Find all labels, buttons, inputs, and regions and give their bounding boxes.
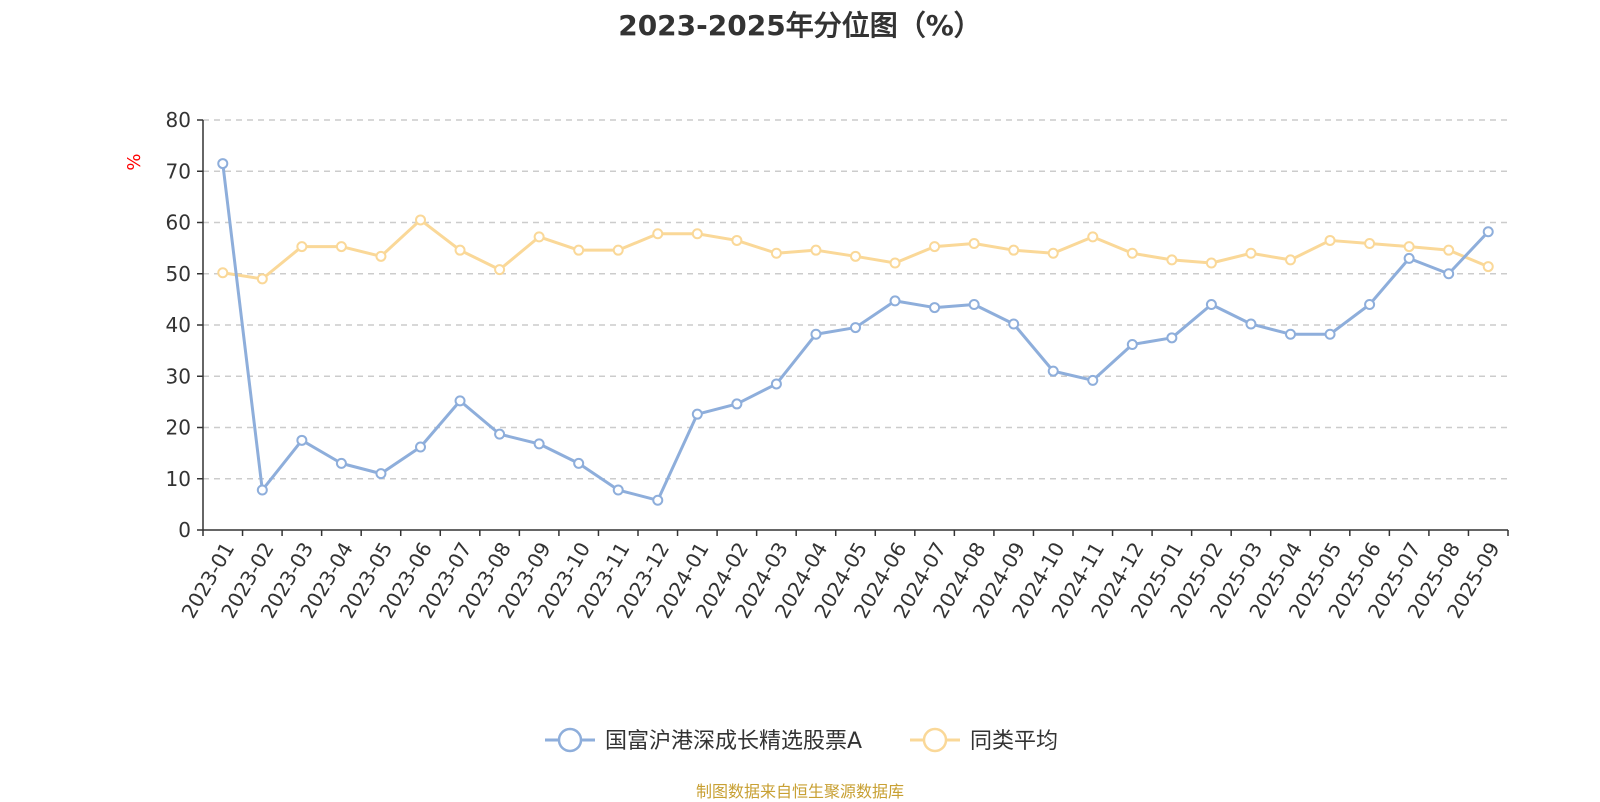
data-point[interactable] bbox=[1047, 365, 1059, 377]
series-lines bbox=[217, 158, 1494, 506]
y-tick-label: 10 bbox=[166, 467, 191, 491]
data-point[interactable] bbox=[1166, 332, 1178, 344]
data-point[interactable] bbox=[1364, 238, 1376, 250]
data-point[interactable] bbox=[810, 244, 822, 256]
data-point[interactable] bbox=[533, 231, 545, 243]
data-point[interactable] bbox=[770, 378, 782, 390]
data-point[interactable] bbox=[415, 214, 426, 226]
data-point[interactable] bbox=[454, 395, 466, 407]
y-tick-label: 20 bbox=[166, 416, 191, 440]
data-point[interactable] bbox=[375, 468, 387, 480]
data-point[interactable] bbox=[1482, 261, 1494, 273]
data-point[interactable] bbox=[929, 302, 941, 314]
data-point[interactable] bbox=[652, 228, 664, 240]
data-point[interactable] bbox=[256, 273, 268, 285]
data-point[interactable] bbox=[256, 484, 268, 496]
data-point[interactable] bbox=[652, 494, 664, 506]
data-point[interactable] bbox=[335, 241, 347, 253]
data-point[interactable] bbox=[1443, 268, 1455, 280]
legend[interactable]: 国富沪港深成长精选股票A 同类平均 bbox=[545, 727, 1058, 754]
data-point[interactable] bbox=[1285, 328, 1296, 340]
data-point[interactable] bbox=[1047, 247, 1059, 259]
data-point[interactable] bbox=[770, 247, 782, 259]
data-point[interactable] bbox=[1364, 299, 1376, 310]
series-group-1 bbox=[217, 214, 1494, 285]
y-tick-label: 70 bbox=[166, 159, 191, 183]
data-point[interactable] bbox=[296, 241, 308, 253]
data-point[interactable] bbox=[1403, 241, 1415, 253]
data-point[interactable] bbox=[217, 158, 229, 170]
legend-label: 同类平均 bbox=[970, 729, 1058, 754]
grid-lines bbox=[203, 119, 1508, 480]
data-point[interactable] bbox=[1245, 318, 1257, 330]
axes: 010203040506070802023-012023-022023-0320… bbox=[166, 108, 1509, 622]
legend-item[interactable]: 同类平均 bbox=[910, 727, 1058, 754]
data-point[interactable] bbox=[612, 484, 624, 496]
data-point[interactable] bbox=[375, 250, 387, 262]
data-point[interactable] bbox=[889, 295, 901, 307]
data-point[interactable] bbox=[573, 244, 585, 256]
data-point[interactable] bbox=[1087, 374, 1099, 386]
data-point[interactable] bbox=[968, 238, 980, 250]
y-tick-label: 40 bbox=[166, 313, 191, 337]
data-point[interactable] bbox=[1008, 318, 1020, 330]
data-point[interactable] bbox=[1482, 226, 1494, 238]
data-point[interactable] bbox=[1324, 328, 1336, 340]
data-point[interactable] bbox=[929, 241, 941, 253]
series-line bbox=[222, 218, 1489, 281]
data-point[interactable] bbox=[691, 408, 703, 420]
data-point[interactable] bbox=[1126, 338, 1138, 350]
legend-item[interactable]: 国富沪港深成长精选股票A bbox=[545, 727, 862, 754]
data-point[interactable] bbox=[1324, 234, 1336, 246]
data-point[interactable] bbox=[1403, 252, 1415, 264]
data-point[interactable] bbox=[454, 244, 466, 256]
y-axis-unit-label: % bbox=[124, 153, 145, 170]
data-point[interactable] bbox=[1205, 257, 1217, 269]
data-point[interactable] bbox=[731, 398, 743, 410]
data-point[interactable] bbox=[217, 267, 229, 279]
y-tick-label: 60 bbox=[166, 211, 191, 235]
y-tick-label: 30 bbox=[166, 364, 191, 388]
data-point[interactable] bbox=[731, 234, 743, 246]
series-group-0 bbox=[217, 158, 1494, 506]
data-point[interactable] bbox=[850, 250, 861, 262]
y-tick-label: 0 bbox=[178, 518, 191, 542]
data-point[interactable] bbox=[573, 457, 585, 469]
data-point[interactable] bbox=[415, 441, 426, 453]
y-tick-label: 80 bbox=[166, 108, 191, 132]
data-point[interactable] bbox=[1443, 244, 1455, 256]
data-source-note: 制图数据来自恒生聚源数据库 bbox=[695, 782, 904, 801]
data-point[interactable] bbox=[889, 257, 901, 269]
data-point[interactable] bbox=[850, 322, 861, 334]
data-point[interactable] bbox=[1008, 244, 1020, 256]
data-point[interactable] bbox=[810, 328, 822, 340]
data-point[interactable] bbox=[1087, 231, 1099, 243]
data-point[interactable] bbox=[296, 434, 308, 446]
chart-title: 2023-2025年分位图（%） bbox=[618, 9, 982, 42]
data-point[interactable] bbox=[494, 428, 506, 440]
y-tick-label: 50 bbox=[166, 262, 191, 286]
data-point[interactable] bbox=[335, 457, 347, 469]
data-point[interactable] bbox=[1245, 247, 1257, 259]
data-point[interactable] bbox=[1126, 247, 1138, 259]
data-point[interactable] bbox=[1285, 254, 1296, 266]
data-point[interactable] bbox=[1166, 254, 1178, 266]
legend-marker-icon bbox=[557, 727, 583, 753]
data-point[interactable] bbox=[968, 299, 980, 310]
data-point[interactable] bbox=[691, 228, 703, 240]
data-point[interactable] bbox=[494, 264, 506, 276]
data-point[interactable] bbox=[612, 244, 624, 256]
data-point[interactable] bbox=[533, 438, 545, 450]
legend-marker-icon bbox=[922, 727, 948, 753]
data-point[interactable] bbox=[1205, 299, 1217, 310]
legend-label: 国富沪港深成长精选股票A bbox=[605, 729, 862, 754]
